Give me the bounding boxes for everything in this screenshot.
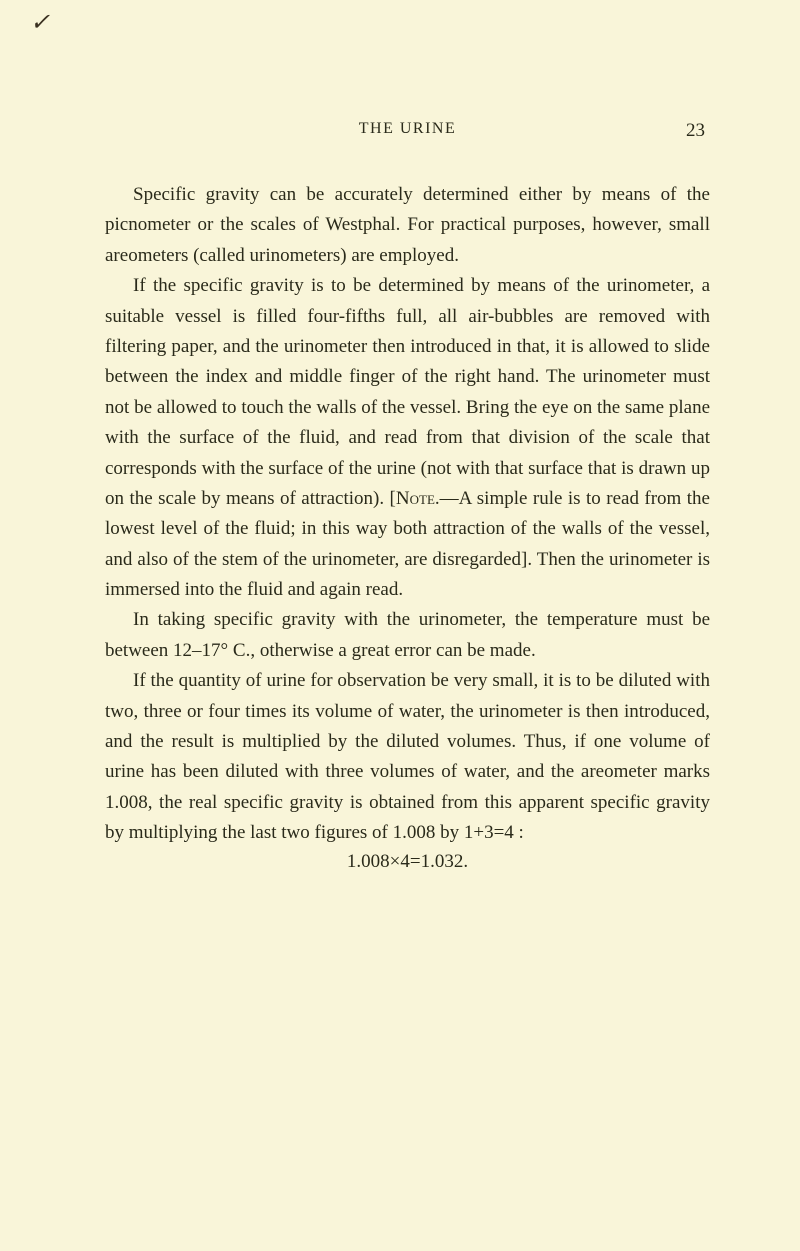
paragraph-1: Specific gravity can be accurately deter… <box>105 180 710 271</box>
page-mark: ✓ <box>30 8 50 37</box>
paragraph-2: If the specific gravity is to be determi… <box>105 271 710 605</box>
paragraph-4: If the quantity of urine for observation… <box>105 666 710 848</box>
running-title: THE URINE <box>109 120 706 138</box>
note-label: Note <box>396 488 435 509</box>
page-header: THE URINE 23 <box>105 120 710 138</box>
equation: 1.008×4=1.032. <box>105 851 710 873</box>
paragraph-3: In taking specific gravity with the urin… <box>105 605 710 666</box>
page-number: 23 <box>686 120 705 142</box>
paragraph-2-part1: If the specific gravity is to be determi… <box>105 275 710 509</box>
